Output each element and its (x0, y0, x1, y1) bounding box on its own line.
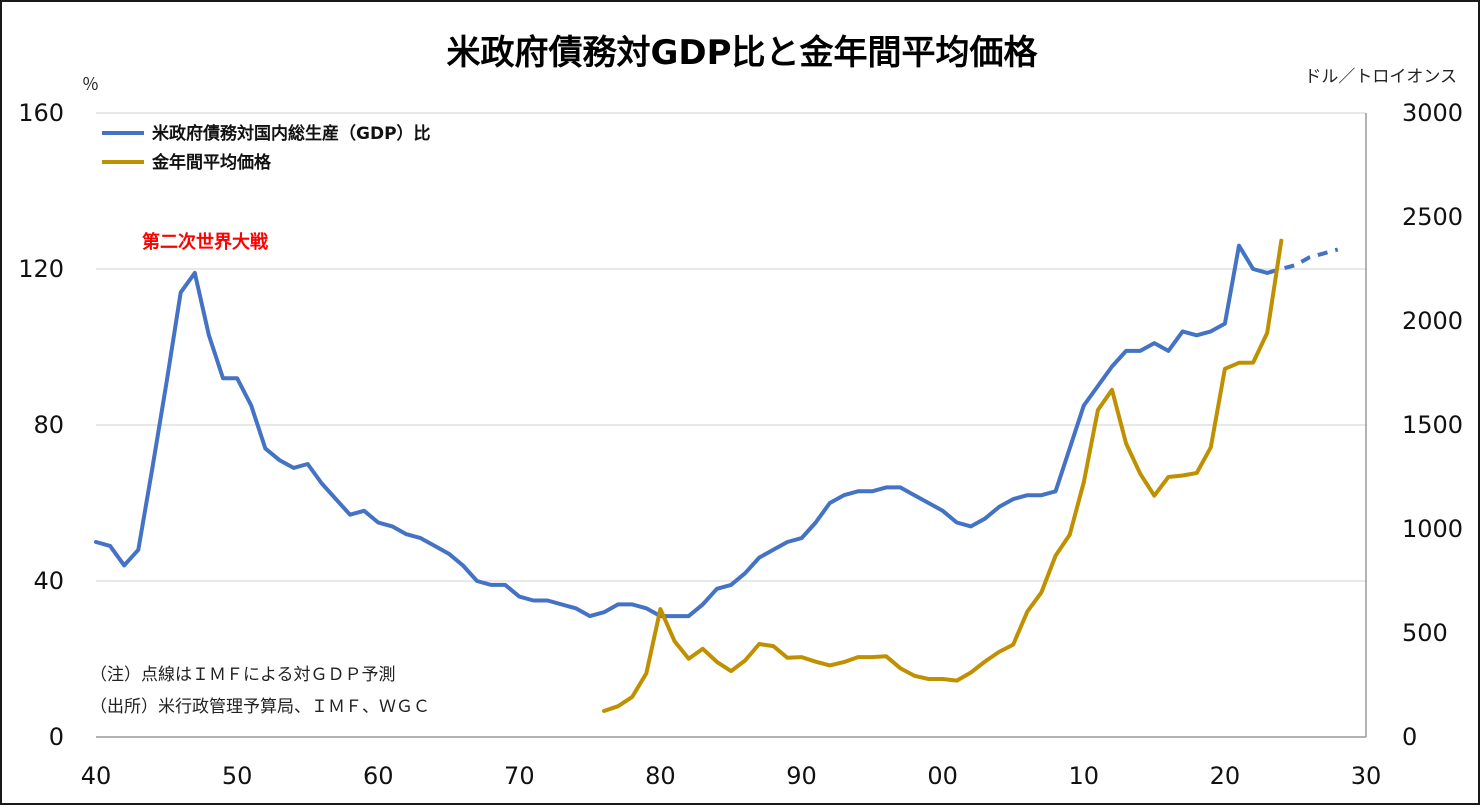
left-axis-unit: ％ (82, 75, 99, 95)
series-line-0 (94, 243, 1270, 619)
x-tick-label: 10 (1069, 762, 1100, 790)
left-axis-ticks: 0 40 80 120 160 (18, 99, 64, 751)
note-source: （出所）米行政管理予算局、ＩＭＦ、ＷＧＣ (90, 697, 430, 717)
axes (96, 113, 1367, 738)
left-tick-label: 80 (33, 411, 64, 439)
right-axis-ticks: 0 500 1000 1500 2000 2500 3000 (1402, 99, 1463, 751)
right-tick-label: 500 (1402, 619, 1448, 647)
x-tick-label: 30 (1351, 762, 1382, 790)
series-layer (94, 238, 1339, 713)
x-tick-label: 90 (786, 762, 817, 790)
x-tick-label: 20 (1210, 762, 1241, 790)
x-tick-label: 60 (363, 762, 394, 790)
series-line-1 (1266, 247, 1339, 275)
x-axis-ticks: 40 50 60 70 80 90 00 10 20 30 (81, 762, 1382, 790)
chart-title: 米政府債務対GDP比と金年間平均価格 (446, 33, 1038, 73)
legend-label-gold: 金年間平均価格 (151, 152, 272, 173)
x-tick-label: 70 (504, 762, 535, 790)
x-tick-label: 50 (222, 762, 253, 790)
right-tick-label: 1000 (1402, 515, 1463, 543)
annotation-wwii: 第二次世界大戦 (142, 231, 269, 253)
left-tick-label: 160 (18, 99, 64, 127)
right-tick-label: 2000 (1402, 307, 1463, 335)
legend: 米政府債務対国内総生産（GDP）比 金年間平均価格 (102, 123, 431, 173)
legend-label-debt: 米政府債務対国内総生産（GDP）比 (152, 123, 431, 144)
right-tick-label: 1500 (1402, 411, 1463, 439)
x-tick-label: 40 (81, 762, 112, 790)
left-tick-label: 40 (33, 567, 64, 595)
x-tick-label: 80 (645, 762, 676, 790)
left-tick-label: 120 (18, 255, 64, 283)
series-line-2 (602, 238, 1284, 713)
left-tick-label: 0 (49, 723, 64, 751)
right-tick-label: 3000 (1402, 99, 1463, 127)
right-tick-label: 0 (1402, 723, 1417, 751)
note-dotted-line: （注）点線はＩＭＦによる対ＧＤＰ予測 (90, 665, 396, 685)
right-axis-unit: ドル／トロイオンス (1304, 67, 1457, 87)
right-tick-label: 2500 (1402, 203, 1463, 231)
x-tick-label: 00 (927, 762, 958, 790)
gridlines (96, 112, 1366, 738)
